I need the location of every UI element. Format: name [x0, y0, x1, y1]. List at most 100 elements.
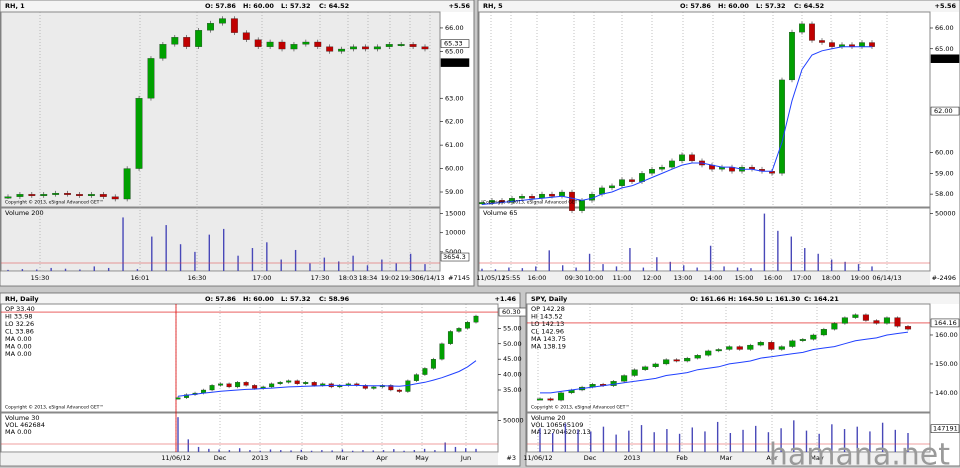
candle: [536, 398, 544, 401]
price-change: +5.56: [449, 2, 471, 10]
y-tick-label: 66.00: [935, 24, 954, 32]
volume-pane: [526, 412, 931, 453]
x-tick-label: 16:30: [188, 274, 207, 282]
candle: [621, 375, 628, 382]
candle: [123, 168, 131, 200]
ohlc-stat: O: 57.86: [205, 295, 236, 303]
candle: [904, 326, 912, 330]
candle: [286, 380, 292, 383]
copyright: Copyright © 2013, eSignal Advanced GET™: [5, 199, 104, 206]
time-axis: [1, 272, 440, 285]
candle: [175, 397, 181, 400]
candle: [338, 48, 346, 52]
candle: [479, 202, 485, 205]
candle: [799, 23, 805, 33]
volume-title: Volume 65: [483, 209, 518, 217]
x-tick-label: 19:00: [851, 274, 870, 282]
candle: [159, 44, 167, 59]
y-tick-label: 62.00: [445, 118, 464, 126]
x-tick-label: 11/06/12: [523, 454, 552, 462]
candle: [4, 196, 12, 199]
candle: [529, 196, 535, 199]
y-tick-label: 60.00: [935, 149, 954, 157]
candle: [405, 380, 411, 392]
candle: [111, 196, 119, 200]
candle: [829, 42, 835, 47]
volume-tick-label: 10000: [445, 229, 466, 237]
candle: [757, 342, 764, 346]
x-tick-label: Dec: [584, 454, 597, 462]
panel-title: RH, 1: [5, 2, 25, 10]
candle: [350, 46, 357, 50]
candle: [207, 23, 214, 31]
candle: [430, 359, 436, 369]
panel-footer: #7145: [448, 274, 470, 282]
candle: [373, 46, 381, 50]
volume-pane: [478, 207, 931, 272]
candle: [218, 383, 224, 386]
candle: [99, 194, 107, 197]
volume-tick-label: 5000: [445, 248, 462, 256]
copyright: Copyright © 2013, eSignal Advanced GET™: [531, 404, 630, 411]
candle: [609, 185, 615, 189]
y-tick-label: 63.00: [445, 94, 464, 102]
x-tick-label: Feb: [676, 454, 688, 462]
candle: [768, 342, 775, 350]
price-box: [930, 106, 960, 116]
candle: [147, 58, 155, 99]
candle: [209, 385, 215, 391]
candle: [294, 380, 300, 384]
y-tick-label: 59.00: [935, 169, 954, 177]
y-tick-label: 58.00: [935, 190, 954, 198]
time-axis: [1, 453, 498, 465]
candle: [519, 196, 525, 199]
candle: [396, 389, 402, 392]
candle: [549, 193, 555, 197]
candle: [40, 194, 48, 196]
candle: [184, 394, 190, 398]
candle: [869, 42, 875, 47]
x-tick-label: Jun: [460, 454, 471, 462]
candle: [135, 98, 143, 169]
candle: [569, 191, 575, 211]
candle: [679, 154, 685, 162]
candle: [649, 169, 655, 174]
volume-info: MA 0.00: [5, 428, 32, 436]
y-tick-label: 150.00: [935, 360, 958, 368]
x-tick-label: 17:00: [253, 274, 272, 282]
ohlc-stat: L: 57.32: [756, 2, 786, 10]
candle: [831, 323, 838, 330]
panel-footer: #-2496: [932, 274, 956, 282]
candle: [421, 46, 429, 50]
x-tick-label: Feb: [296, 454, 308, 462]
volume-info: VOL 462684: [5, 421, 45, 429]
candle: [841, 317, 848, 324]
volume-info: VOL 106565109: [531, 421, 583, 429]
candle: [726, 346, 733, 350]
x-tick-label: Mar: [720, 454, 733, 462]
candle: [779, 79, 785, 174]
candle: [659, 166, 665, 170]
x-tick-label: 13:00: [674, 274, 693, 282]
volume-title: Volume 30: [5, 414, 40, 422]
price-box-label: 64.52: [444, 59, 463, 67]
candle: [820, 329, 827, 336]
price-change: +5.56: [935, 2, 957, 10]
candle: [778, 346, 785, 350]
header-bar: [479, 1, 959, 12]
x-tick-label: 2013: [252, 454, 269, 462]
price-box-label: 64.52: [934, 55, 953, 63]
candle: [619, 179, 625, 186]
panel-title: RH, 5: [483, 2, 503, 10]
price-box: [930, 318, 960, 328]
x-tick-label: 10:00: [585, 274, 604, 282]
candle: [473, 315, 479, 323]
x-tick-label: 14:00: [704, 274, 723, 282]
ohlc-stat: C: 64.52: [794, 2, 824, 10]
x-tick-label: 15:55: [502, 274, 521, 282]
candle: [385, 44, 393, 47]
y-tick-label: 61.00: [445, 141, 464, 149]
candle: [254, 39, 262, 47]
x-tick-label: 16:01: [131, 274, 150, 282]
